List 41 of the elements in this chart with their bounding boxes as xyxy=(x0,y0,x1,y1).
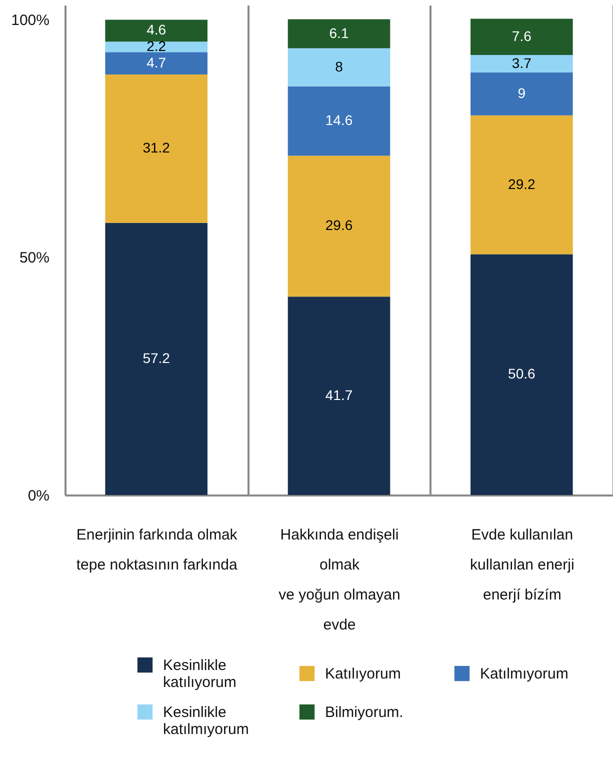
bar xyxy=(470,254,573,495)
bar xyxy=(105,42,208,52)
legend-label: Bilmiyorum. xyxy=(325,704,404,721)
bar xyxy=(105,222,208,495)
y-tick-label: 50% xyxy=(19,250,50,267)
y-tick-label: 100% xyxy=(11,12,50,29)
bar xyxy=(470,115,573,254)
data-label: 14.6 xyxy=(325,112,353,128)
data-label: 4.6 xyxy=(146,22,166,38)
bar xyxy=(105,74,208,223)
data-label: 3.7 xyxy=(512,54,532,71)
legend-label: Katılmıyorum xyxy=(480,666,568,682)
y-tick-label: 0% xyxy=(28,488,50,504)
data-label: 4.7 xyxy=(146,54,166,70)
data-label: 41.7 xyxy=(325,386,353,403)
bar xyxy=(288,156,390,297)
x-tick-label: Enerjinin farkında olmak tepe noktasının farkında xyxy=(76,526,238,574)
data-label: 57.2 xyxy=(142,350,170,366)
data-label: 6.1 xyxy=(329,24,349,41)
data-label: 9 xyxy=(518,84,526,101)
bar xyxy=(288,19,390,48)
data-label: 8 xyxy=(335,58,344,74)
data-label: 7.6 xyxy=(512,28,532,44)
data-label: 29.2 xyxy=(508,176,536,192)
data-label: 50.6 xyxy=(508,366,536,382)
legend-label: Kesinlikle katılmıyorum xyxy=(163,704,249,738)
data-label: 31.2 xyxy=(142,140,170,156)
bar xyxy=(470,54,573,73)
bar xyxy=(288,48,390,86)
bar xyxy=(288,86,390,156)
legend-label: Kesinlikle katılıyorum xyxy=(163,657,236,691)
data-label: 2.2 xyxy=(146,38,166,54)
bar xyxy=(105,52,208,74)
legend-label: Katılıyorum xyxy=(325,666,401,682)
x-tick-label: Evde kullanılan kullanılan enerji enerjí bízím xyxy=(470,526,574,604)
bar xyxy=(470,72,573,116)
bar xyxy=(470,18,573,55)
data-label: 29.6 xyxy=(325,217,353,234)
x-tick-label: Hakkında endişeli olmak ve yoğun olmayan evde xyxy=(278,526,400,634)
bar xyxy=(105,20,208,42)
bar xyxy=(288,296,390,495)
